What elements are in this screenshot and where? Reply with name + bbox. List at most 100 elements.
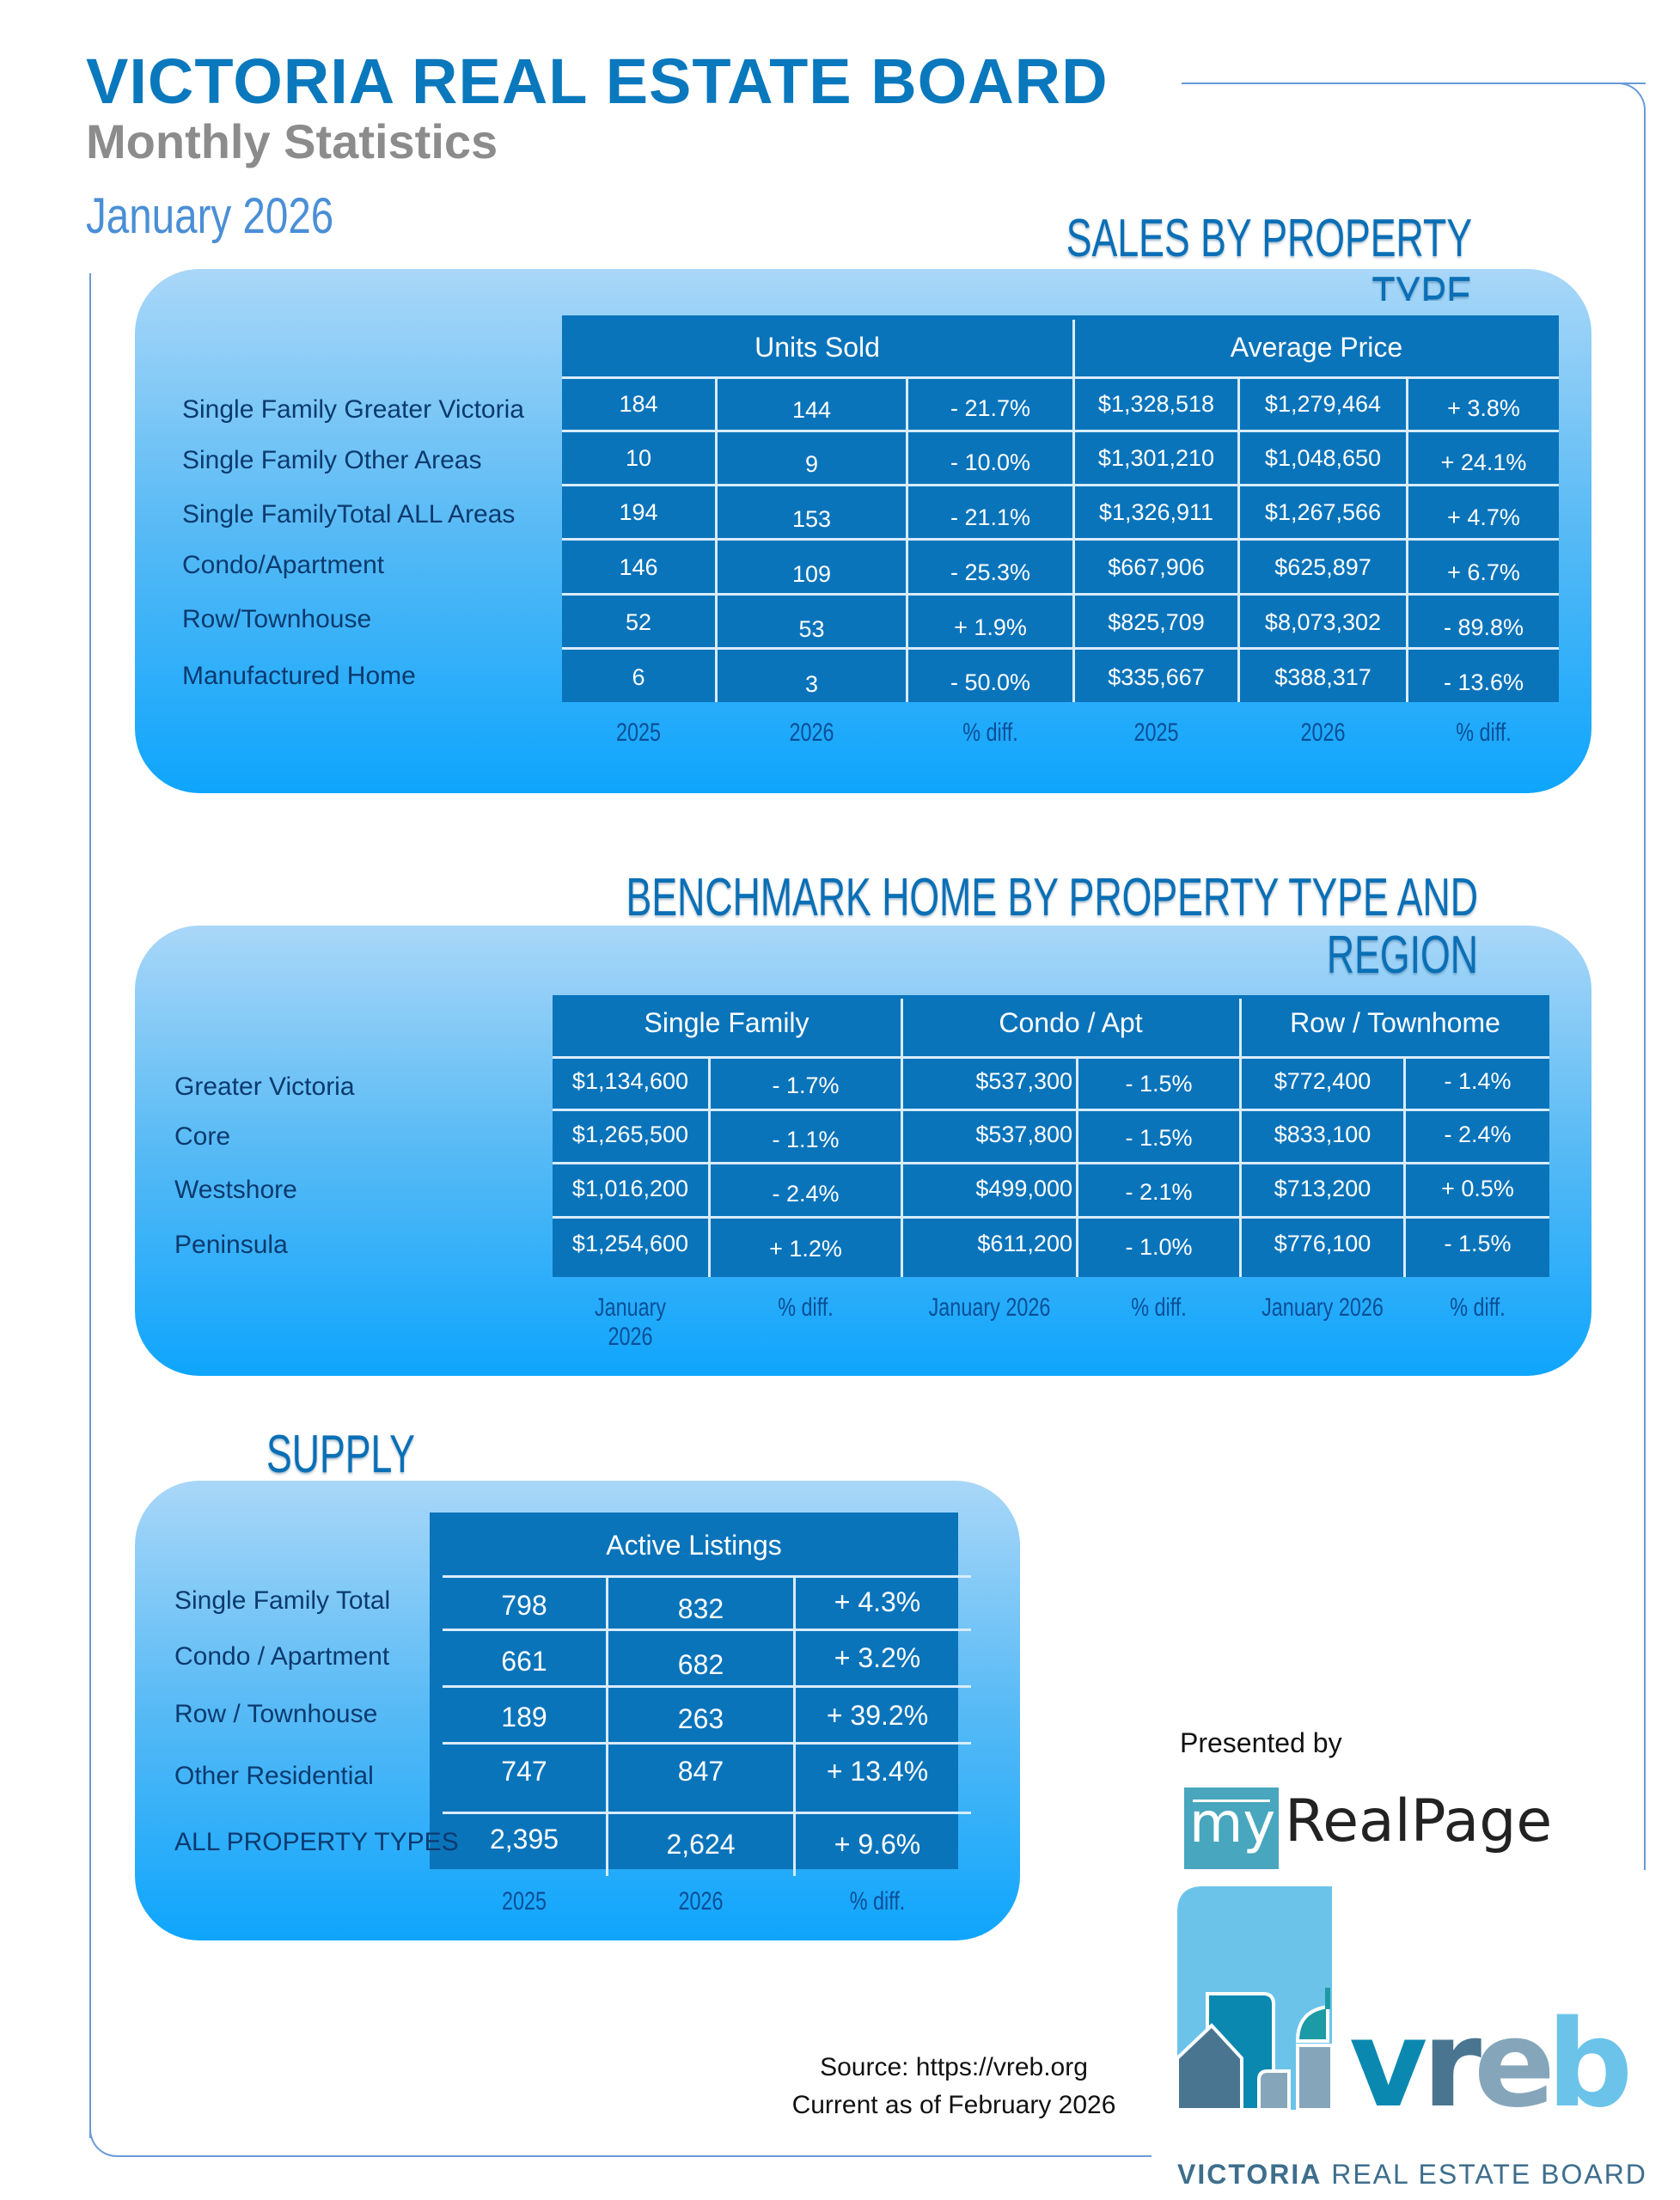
row-diff: + 0.5% [1441,1176,1514,1201]
row-label: Row / Townhouse [174,1700,378,1728]
price-2026: $8,073,302 [1264,609,1382,635]
divider [1406,376,1408,702]
myrealpage-prefix: my [1189,1792,1276,1855]
sales-table [562,315,1559,702]
listings-2026: 682 [677,1649,724,1680]
listings-diff: + 9.6% [834,1829,921,1860]
myrealpage-logo-box: my [1184,1788,1279,1869]
divider [562,647,1559,650]
divider [1076,1056,1078,1277]
row-price: $833,100 [1274,1121,1371,1147]
frame-line-right [1644,112,1646,1870]
row-diff: - 1.5% [1444,1231,1512,1256]
units-2025: 194 [619,499,658,525]
sf-price: $1,134,600 [571,1068,689,1094]
page-title: VICTORIA REAL ESTATE BOARD [86,46,1109,117]
frame-corner-bottom-left [89,2123,124,2157]
sf-diff: + 1.2% [769,1236,842,1262]
row-price: $776,100 [1274,1231,1371,1256]
footer-label: % diff. [778,1293,834,1322]
tagline-bold: VICTORIA [1177,2159,1323,2190]
benchmark-section-title: BENCHMARK HOME BY PROPERTY TYPE AND REGI… [550,868,1478,985]
divider [708,1056,711,1277]
units-2025: 52 [625,609,652,635]
sf-diff: - 1.7% [772,1072,840,1098]
row-label: Manufactured Home [182,662,416,690]
units-diff: - 21.1% [950,504,1031,530]
average-price-header: Average Price [1230,332,1403,363]
row-label: Single Family Total [174,1586,391,1615]
row-price: $713,200 [1274,1176,1371,1201]
frame-line-left [89,273,91,2138]
logo-bar [1193,1800,1270,1802]
frame-corner-top-right [1611,82,1646,117]
divider [793,1575,796,1876]
footer-label: January 2026 [928,1293,1051,1322]
frame-line-bottom [120,2155,1152,2157]
source-link-text: Source: https://vreb.org [820,2053,1088,2081]
price-2025: $1,326,911 [1098,499,1214,525]
listings-2025: 747 [501,1756,547,1787]
condo-price: $499,000 [975,1176,1072,1201]
divider [901,999,903,1277]
listings-diff: + 3.2% [834,1642,921,1673]
listings-2026: 2,624 [666,1829,736,1860]
units-diff: + 1.9% [954,614,1027,640]
listings-diff: + 39.2% [826,1700,929,1731]
divider [1403,1056,1406,1277]
units-sold-header: Units Sold [754,332,880,363]
listings-2026: 847 [677,1756,724,1787]
benchmark-title-line1: BENCHMARK HOME BY PROPERTY TYPE AND [626,868,1478,927]
benchmark-title-line2: REGION [1326,925,1478,985]
footer-label: % diff. [849,1887,906,1916]
units-2026: 3 [804,671,819,697]
row-townhome-header: Row / Townhome [1290,1007,1500,1038]
units-2025: 10 [625,445,652,471]
divider [553,1109,1549,1111]
row-label: ALL PROPERTY TYPES [174,1828,459,1856]
sales-title-line2: TYPE [1371,267,1472,301]
divider [553,1056,1549,1059]
divider [443,1575,971,1578]
report-period: January 2026 [86,188,334,244]
footer-label: 2026 [789,718,834,747]
units-2026: 144 [791,397,832,423]
footer-label: 2026 [1300,718,1346,747]
divider [562,484,1559,486]
divider [562,538,1559,541]
single-family-header: Single Family [644,1007,809,1038]
units-2026: 153 [791,506,832,532]
sf-diff: - 2.4% [772,1181,840,1207]
units-2026: 109 [791,561,832,587]
svg-text:r: r [1422,1995,1481,2135]
sales-title-line1: SALES BY PROPERTY [1066,209,1472,268]
units-diff: - 21.7% [950,395,1031,421]
units-2025: 146 [619,554,658,580]
price-2025: $1,301,210 [1097,445,1215,471]
footer-label: 2025 [501,1887,547,1916]
price-diff: - 89.8% [1443,614,1524,640]
listings-2026: 832 [677,1593,724,1624]
footer-label: % diff. [1456,718,1512,747]
source-date: Current as of February 2026 [791,2091,1116,2119]
condo-apt-header: Condo / Apt [999,1007,1143,1038]
listings-2025: 661 [501,1646,547,1677]
sf-price: $1,016,200 [571,1176,689,1201]
units-diff: - 10.0% [950,449,1031,475]
divider [443,1742,971,1745]
condo-price: $537,300 [975,1068,1072,1094]
condo-diff: - 1.5% [1125,1125,1193,1151]
svg-text:b: b [1547,1995,1633,2135]
divider [562,430,1559,432]
divider [443,1629,971,1631]
price-2025: $825,709 [1108,609,1205,635]
active-listings-header: Active Listings [606,1530,782,1561]
row-diff: - 1.4% [1444,1068,1512,1094]
supply-section-title: SUPPLY [266,1425,415,1484]
footer-label: 2025 [615,718,662,747]
price-diff: + 6.7% [1447,559,1520,585]
row-label: Greater Victoria [174,1072,355,1101]
frame-line-top [1182,82,1646,84]
price-diff: + 3.8% [1447,395,1520,421]
listings-2025: 798 [501,1590,547,1621]
